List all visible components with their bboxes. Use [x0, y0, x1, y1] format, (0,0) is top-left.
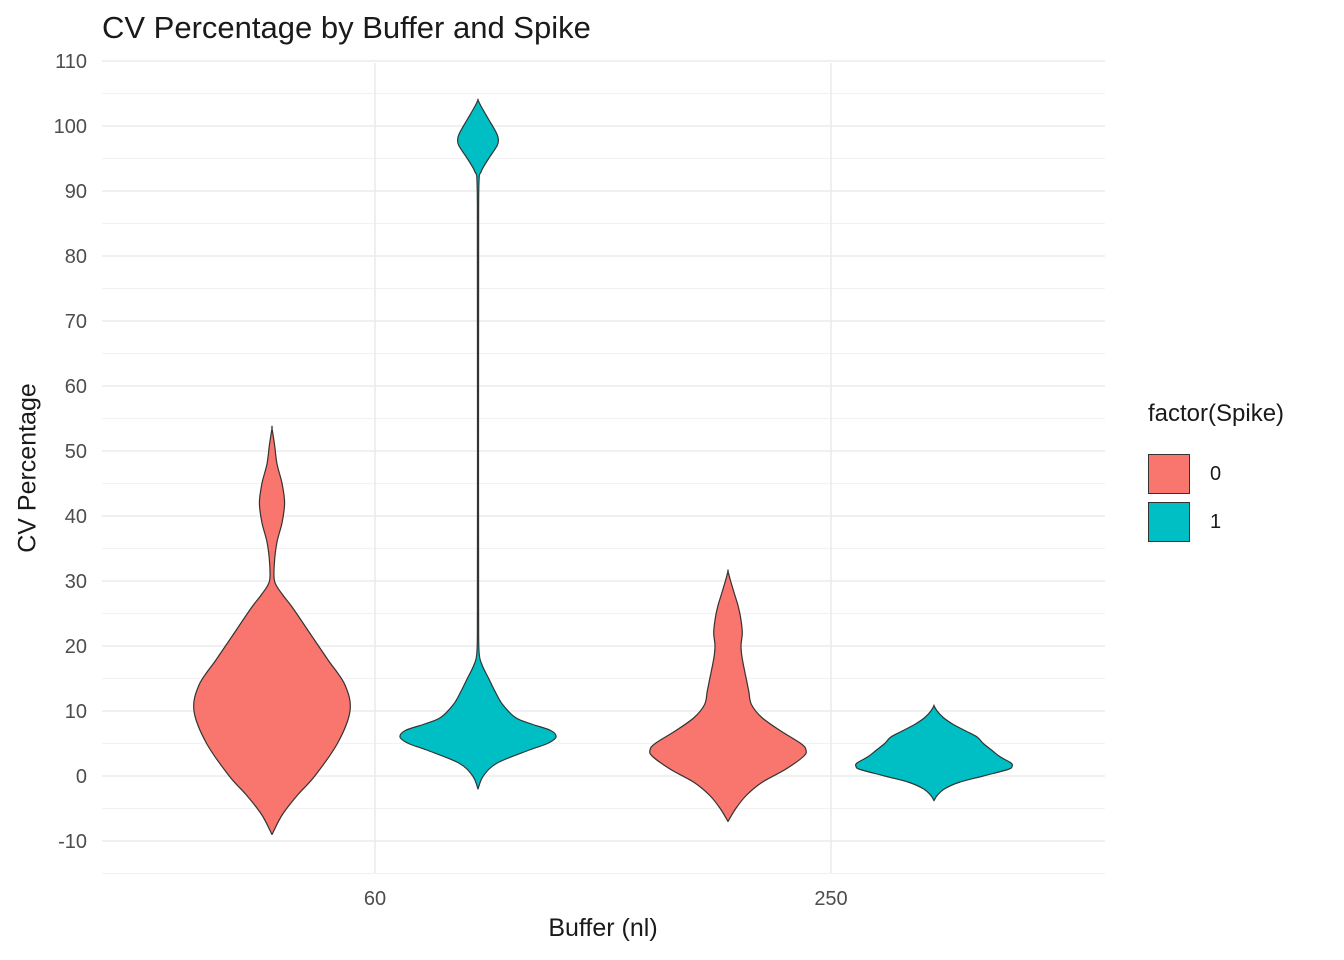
y-tick-label: 40	[65, 506, 87, 528]
legend-label-spike-1: 1	[1210, 510, 1222, 533]
legend-item-spike-1: 1	[1148, 500, 1284, 544]
y-tick-label: 80	[65, 246, 87, 268]
legend-key-spike-1	[1148, 502, 1190, 542]
legend-key-spike-0	[1148, 454, 1190, 494]
y-tick-label: 60	[65, 376, 87, 398]
violin-60-spike-1	[399, 98, 557, 790]
y-tick-label: -10	[58, 831, 87, 853]
legend-label-spike-0: 0	[1210, 462, 1222, 485]
violin-60-spike-0	[193, 425, 351, 836]
y-tick-label: 110	[55, 51, 87, 73]
y-tick-label: 70	[65, 311, 87, 333]
y-tick-label: 90	[65, 181, 87, 203]
y-tick-label: 50	[65, 441, 87, 463]
y-tick-label: 100	[54, 116, 87, 138]
x-tick-label: 60	[364, 888, 386, 910]
y-tick-label: 10	[65, 701, 87, 723]
y-tick-label: 0	[76, 766, 87, 788]
x-tick-label: 250	[814, 888, 847, 910]
legend-title: factor(Spike)	[1148, 400, 1285, 427]
legend: factor(Spike) 0 1	[1148, 400, 1284, 544]
violin-250-spike-1	[854, 704, 1014, 802]
x-axis-label: Buffer (nl)	[548, 914, 658, 942]
y-tick-label: 30	[65, 571, 87, 593]
legend-item-spike-0: 0	[1148, 452, 1284, 496]
chart-title: CV Percentage by Buffer and Spike	[102, 10, 591, 45]
violin-250-spike-0	[649, 569, 807, 823]
y-tick-label: 20	[65, 636, 87, 658]
